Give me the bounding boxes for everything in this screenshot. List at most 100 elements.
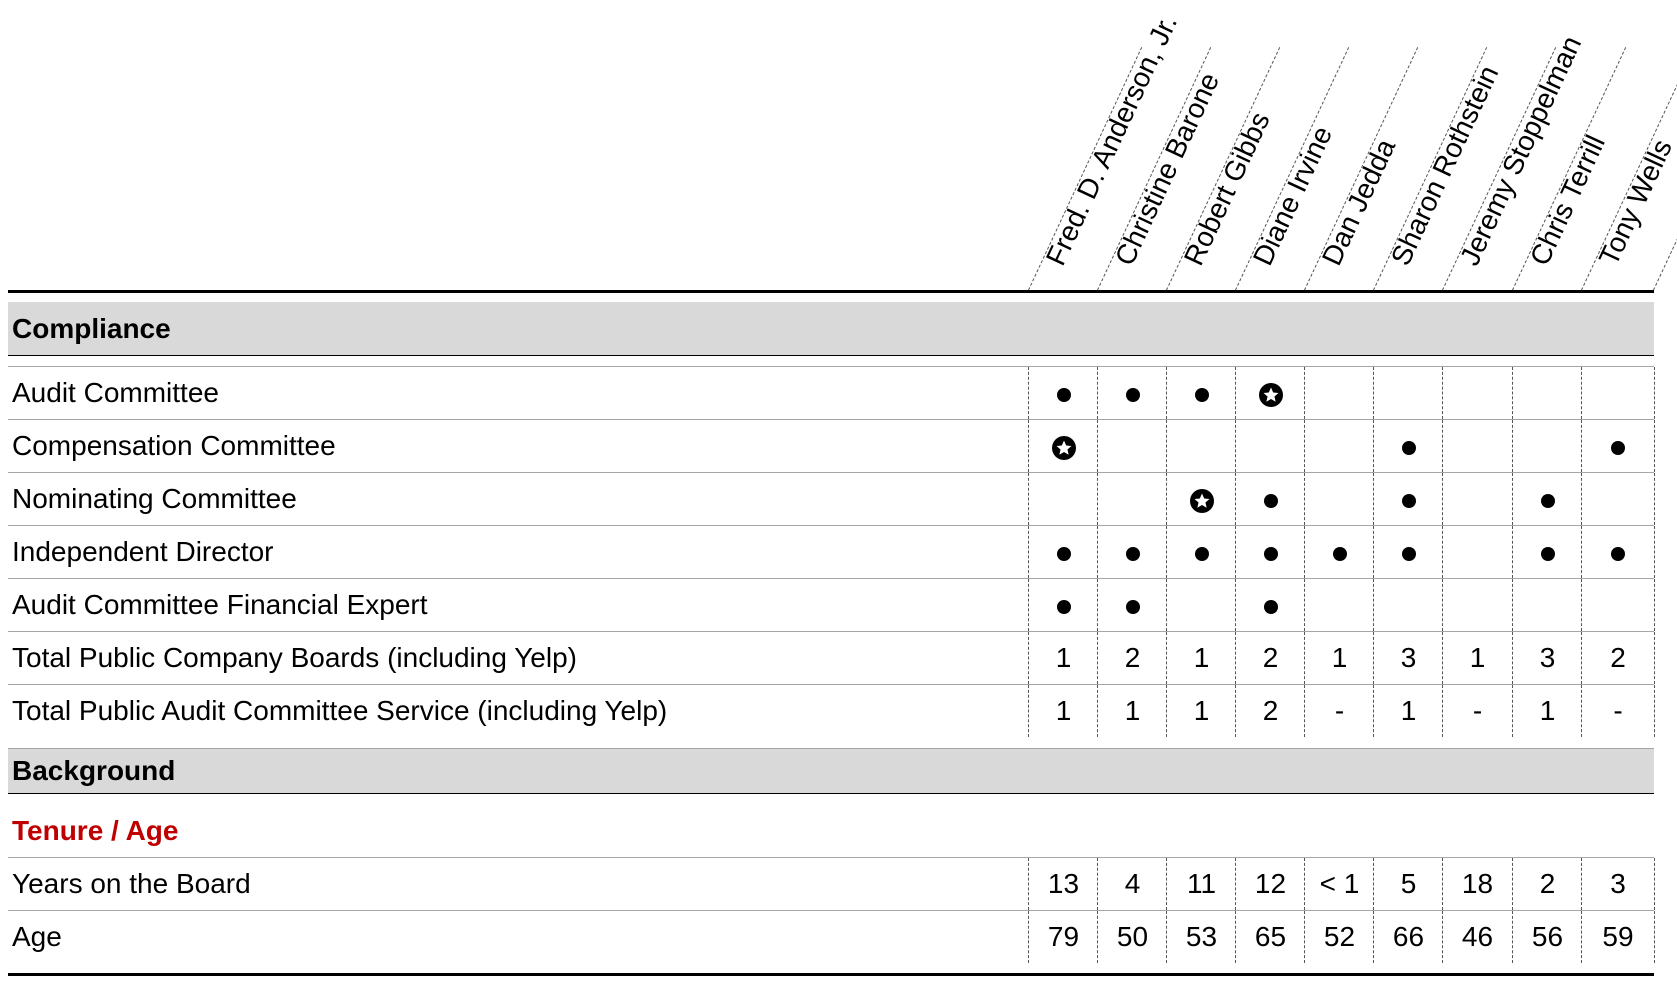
cell-value: 3 xyxy=(1539,642,1556,673)
director-cell: 1 xyxy=(1028,632,1098,684)
director-cell xyxy=(1028,526,1098,578)
footer-rule xyxy=(8,973,1654,976)
director-cell xyxy=(1097,473,1167,525)
cell-value: 5 xyxy=(1400,868,1417,899)
director-cell xyxy=(1097,579,1167,631)
cell-value: 3 xyxy=(1400,642,1417,673)
row-label: Age xyxy=(12,921,62,952)
filled-circle-icon xyxy=(1263,493,1278,508)
director-cell: - xyxy=(1581,685,1655,737)
cell-value: - xyxy=(1472,695,1483,726)
director-cell: 53 xyxy=(1166,911,1236,963)
filled-circle-icon xyxy=(1194,546,1209,561)
cell-value: 66 xyxy=(1392,921,1425,952)
cell-value: < 1 xyxy=(1319,868,1360,899)
director-cell xyxy=(1166,579,1236,631)
director-cell xyxy=(1235,526,1305,578)
director-cell: 3 xyxy=(1581,858,1655,910)
filled-circle-icon xyxy=(1056,546,1071,561)
director-name: Fred. D. Anderson, Jr. xyxy=(1039,10,1184,271)
director-cell xyxy=(1512,420,1582,472)
cell-value: 1 xyxy=(1539,695,1556,726)
director-cell: 2 xyxy=(1097,632,1167,684)
director-cell xyxy=(1028,420,1098,472)
filled-circle-icon xyxy=(1194,387,1209,402)
director-cell: 1 xyxy=(1166,685,1236,737)
director-cell xyxy=(1028,579,1098,631)
row-label: Audit Committee Financial Expert xyxy=(12,589,428,620)
cell-value: 2 xyxy=(1262,695,1279,726)
filled-circle-icon xyxy=(1540,546,1555,561)
subheading-tenure-age: Tenure / Age xyxy=(12,815,179,846)
filled-circle-icon xyxy=(1401,493,1416,508)
director-cell: 5 xyxy=(1373,858,1443,910)
row-label: Independent Director xyxy=(12,536,274,567)
filled-circle-icon xyxy=(1401,440,1416,455)
cell-value: - xyxy=(1334,695,1345,726)
row-label: Audit Committee xyxy=(12,377,219,408)
director-cell xyxy=(1581,420,1655,472)
director-cell xyxy=(1442,526,1512,578)
director-cell: 1 xyxy=(1304,632,1374,684)
cell-value: 56 xyxy=(1531,921,1564,952)
filled-circle-icon xyxy=(1401,546,1416,561)
filled-circle-icon xyxy=(1611,440,1625,455)
director-cell xyxy=(1304,473,1374,525)
director-cell xyxy=(1373,473,1443,525)
director-cell: 79 xyxy=(1028,911,1098,963)
cell-value: 1 xyxy=(1124,695,1141,726)
director-cell: 18 xyxy=(1442,858,1512,910)
matrix-row: Independent Director xyxy=(8,525,1655,578)
director-cell xyxy=(1512,526,1582,578)
director-cell: < 1 xyxy=(1304,858,1374,910)
director-cell: 1 xyxy=(1166,632,1236,684)
director-cell xyxy=(1581,367,1655,419)
director-cell: 1 xyxy=(1442,632,1512,684)
director-cell xyxy=(1235,579,1305,631)
director-cell: 59 xyxy=(1581,911,1655,963)
filled-circle-icon xyxy=(1332,546,1347,561)
row-label: Years on the Board xyxy=(12,868,251,899)
cell-value: 1 xyxy=(1331,642,1348,673)
filled-circle-icon xyxy=(1125,599,1140,614)
director-name: Tony Wells xyxy=(1592,134,1677,270)
row-label: Nominating Committee xyxy=(12,483,297,514)
director-cell: 56 xyxy=(1512,911,1582,963)
cell-value: - xyxy=(1613,695,1623,726)
row-label: Compensation Committee xyxy=(12,430,336,461)
cell-value: 2 xyxy=(1262,642,1279,673)
cell-value: 2 xyxy=(1539,868,1556,899)
director-cell: 50 xyxy=(1097,911,1167,963)
cell-value: 1 xyxy=(1055,642,1072,673)
filled-circle-icon xyxy=(1056,599,1071,614)
director-cell xyxy=(1166,473,1236,525)
header-rule xyxy=(8,290,1654,293)
matrix-row: Total Public Audit Committee Service (in… xyxy=(8,684,1655,737)
cell-value: 3 xyxy=(1610,868,1626,899)
filled-circle-icon xyxy=(1540,493,1555,508)
director-cell: - xyxy=(1304,685,1374,737)
row-label: Total Public Audit Committee Service (in… xyxy=(12,695,668,726)
director-cell: 1 xyxy=(1373,685,1443,737)
filled-circle-icon xyxy=(1125,546,1140,561)
cell-value: 52 xyxy=(1323,921,1356,952)
director-cell xyxy=(1028,367,1098,419)
director-cell: 3 xyxy=(1512,632,1582,684)
director-cell xyxy=(1442,420,1512,472)
star-in-circle-icon xyxy=(1051,435,1076,460)
filled-circle-icon xyxy=(1263,599,1278,614)
director-cell xyxy=(1235,473,1305,525)
director-cell: 1 xyxy=(1512,685,1582,737)
director-cell xyxy=(1581,526,1655,578)
director-cell: 52 xyxy=(1304,911,1374,963)
director-cell xyxy=(1097,367,1167,419)
matrix-row: Compensation Committee xyxy=(8,419,1655,472)
cell-value: 1 xyxy=(1193,642,1210,673)
director-cell xyxy=(1442,367,1512,419)
director-cell xyxy=(1235,420,1305,472)
director-cell xyxy=(1166,420,1236,472)
director-cell xyxy=(1512,473,1582,525)
director-cell xyxy=(1235,367,1305,419)
director-cell xyxy=(1442,473,1512,525)
